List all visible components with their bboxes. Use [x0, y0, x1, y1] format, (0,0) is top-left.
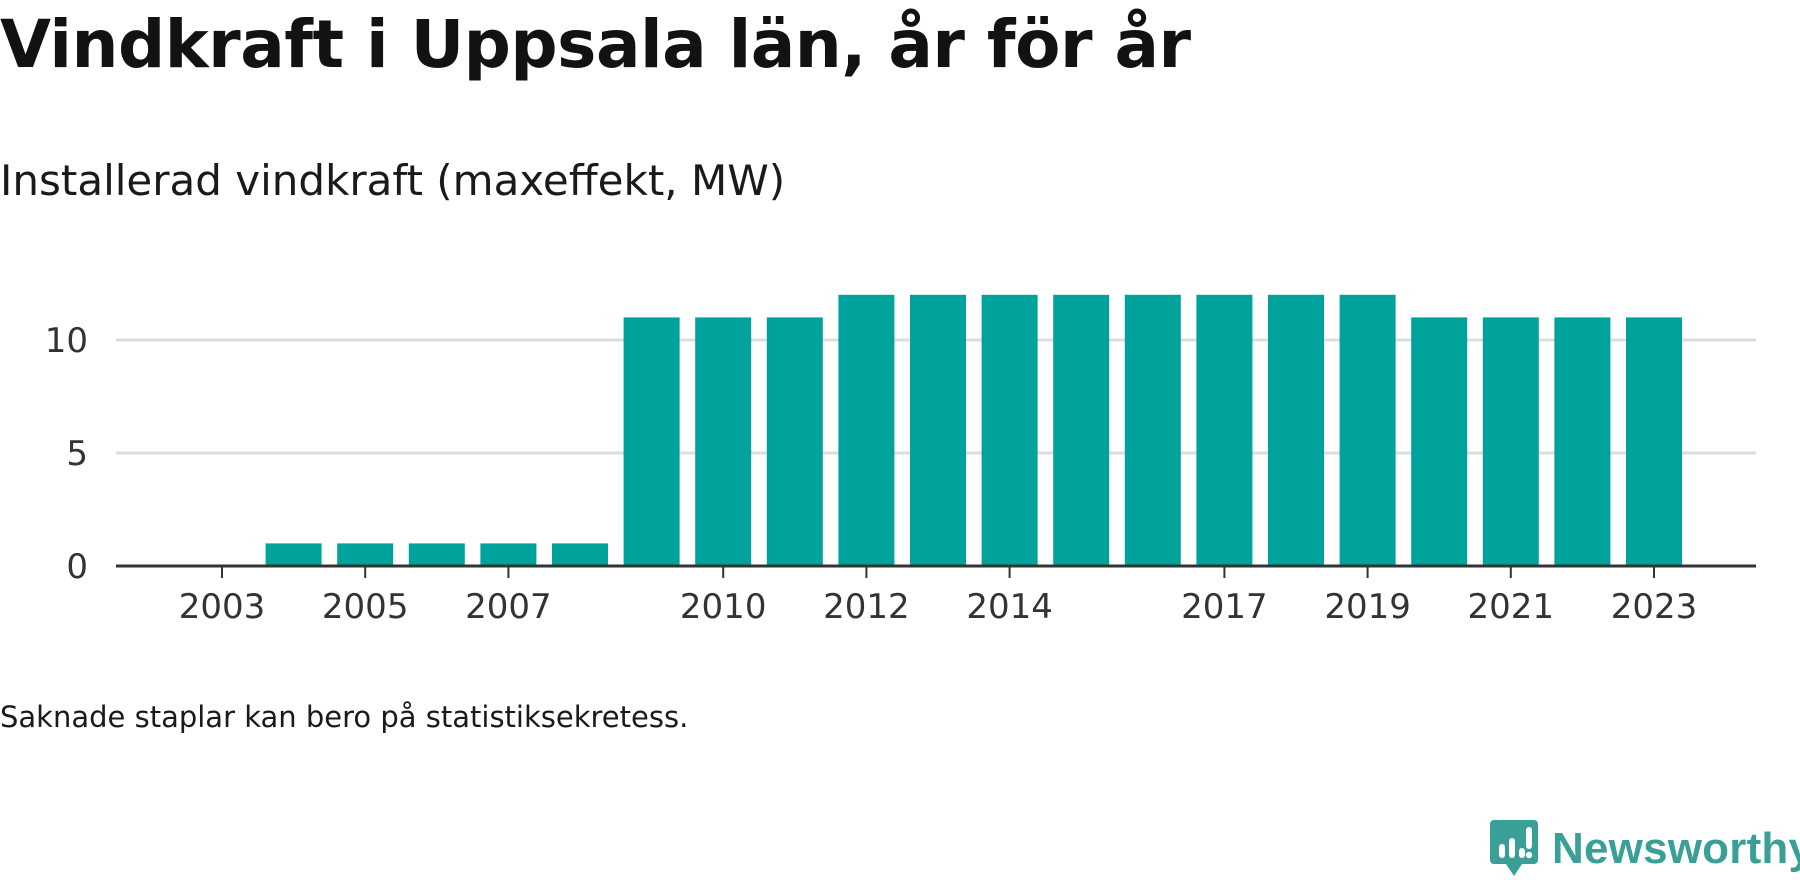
x-tick-label: 2019	[1324, 587, 1411, 627]
y-tick-label: 5	[66, 434, 88, 474]
bar-2017	[1196, 294, 1253, 566]
bar-2014	[981, 294, 1038, 566]
chart-subtitle: Installerad vindkraft (maxeffekt, MW)	[0, 156, 786, 205]
bar-2010	[695, 317, 752, 566]
bar-2011	[766, 317, 823, 566]
bar-2019	[1339, 294, 1396, 566]
bars	[265, 294, 1682, 566]
x-tick-label: 2003	[179, 587, 266, 627]
x-tick-label: 2010	[680, 587, 767, 627]
brand-logo: Newsworthy	[1488, 818, 1800, 880]
bar-2015	[1053, 294, 1110, 566]
x-tick-label: 2023	[1611, 587, 1698, 627]
bar-2006	[408, 543, 465, 566]
x-tick-label: 2012	[823, 587, 910, 627]
bar-2018	[1268, 294, 1324, 566]
x-tick-label: 2017	[1181, 587, 1268, 627]
brand-name: Newsworthy	[1552, 824, 1800, 873]
x-tick-label: 2021	[1468, 587, 1555, 627]
y-tick-label: 10	[45, 321, 88, 361]
bar-2009	[623, 317, 680, 566]
bar-chart: 2003 2005 2007 2010 2012 2014 2017 2019 2021 2023…	[45, 294, 1756, 627]
y-axis: 0 5 10	[45, 321, 88, 587]
x-tick-label: 2005	[322, 587, 409, 627]
bar-2016	[1124, 294, 1181, 566]
bar-2023	[1626, 317, 1682, 566]
bar-2013	[910, 294, 966, 566]
bar-2005	[337, 543, 394, 566]
chart-title: Vindkraft i Uppsala län, år för år	[0, 6, 1191, 83]
bar-2020	[1411, 317, 1468, 566]
bar-2004	[265, 543, 322, 566]
x-tick-label: 2014	[966, 587, 1053, 627]
bar-2007	[480, 543, 537, 566]
newsworthy-logo-icon	[1490, 820, 1538, 876]
bar-2012	[838, 294, 895, 566]
x-tick-label: 2007	[465, 587, 552, 627]
bar-2008	[552, 543, 608, 566]
bar-2021	[1482, 317, 1539, 566]
x-axis: 2003 2005 2007 2010 2012 2014 2017 2019 2021 2023	[116, 564, 1756, 627]
footnote: Saknade staplar kan bero på statistiksek…	[0, 700, 689, 734]
y-tick-label: 0	[66, 547, 88, 587]
bar-2022	[1554, 317, 1611, 566]
